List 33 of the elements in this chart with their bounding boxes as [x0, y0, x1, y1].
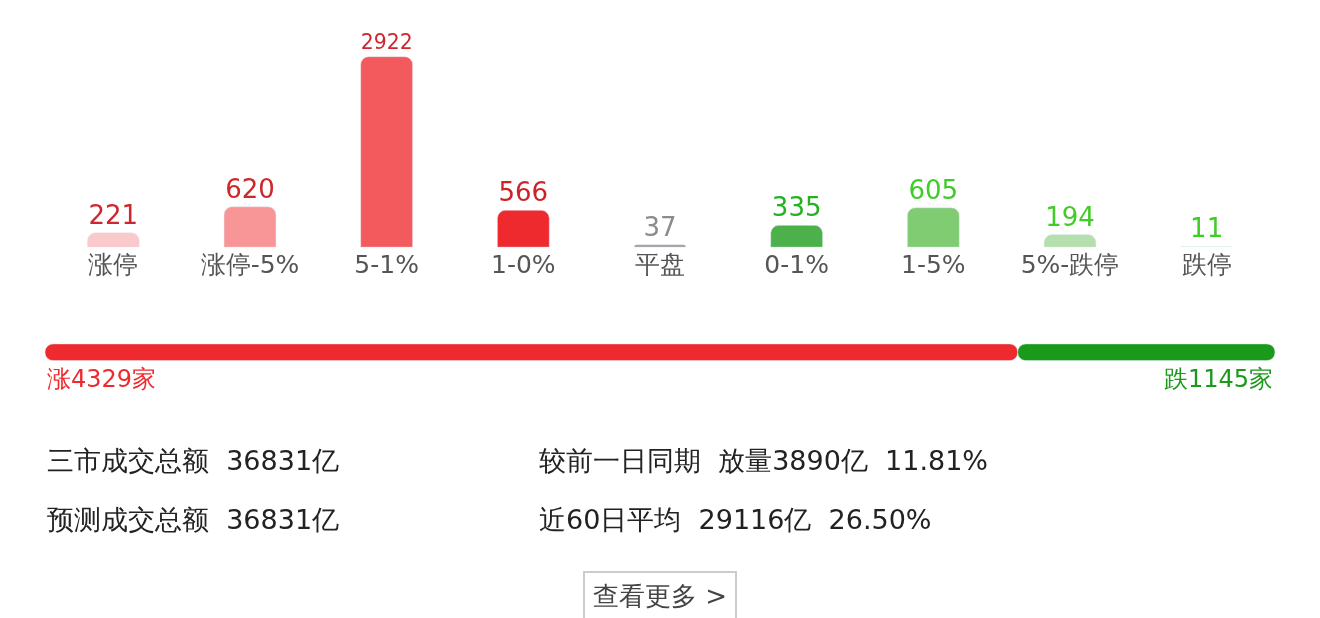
- x-tick-label: 5-1%: [354, 250, 419, 280]
- data-label: 335: [771, 192, 822, 223]
- data-label: 涨4329家: [47, 365, 157, 393]
- x-tick-label: 0-1%: [764, 250, 829, 280]
- data-label: 11: [1190, 213, 1224, 244]
- bar: [907, 207, 960, 248]
- x-tick-label: 涨停-5%: [200, 250, 300, 280]
- text: 三市成交总额 36831亿: [47, 445, 340, 476]
- text: 查看更多 >: [593, 581, 728, 611]
- data-label: 跌1145家: [1164, 365, 1274, 393]
- bar: [497, 210, 550, 248]
- x-tick-label: 1-5%: [901, 250, 966, 280]
- text: 近60日平均 29116亿 26.50%: [539, 504, 932, 535]
- data-label: 620: [225, 173, 275, 204]
- bar: [770, 225, 823, 248]
- text: 较前一日同期 放量3890亿 11.81%: [539, 445, 988, 476]
- data-label: 566: [498, 177, 549, 208]
- x-tick-label: 平盘: [635, 250, 685, 280]
- bar: [1043, 234, 1097, 248]
- x-tick-label: 5%-跌停: [1020, 250, 1120, 280]
- data-label: 605: [908, 174, 959, 205]
- data-label: 2922: [360, 29, 413, 54]
- data-label: 194: [1045, 201, 1095, 232]
- bar: [360, 56, 413, 248]
- x-tick-label: 跌停: [1181, 250, 1232, 280]
- bar: [223, 206, 277, 248]
- data-label: 37: [643, 211, 677, 242]
- bar: [87, 232, 140, 248]
- data-label: 221: [88, 199, 139, 230]
- x-tick-label: 涨停: [88, 250, 139, 280]
- x-tick-label: 1-0%: [491, 250, 556, 280]
- bar: [633, 244, 687, 248]
- text: 预测成交总额 36831亿: [47, 504, 340, 535]
